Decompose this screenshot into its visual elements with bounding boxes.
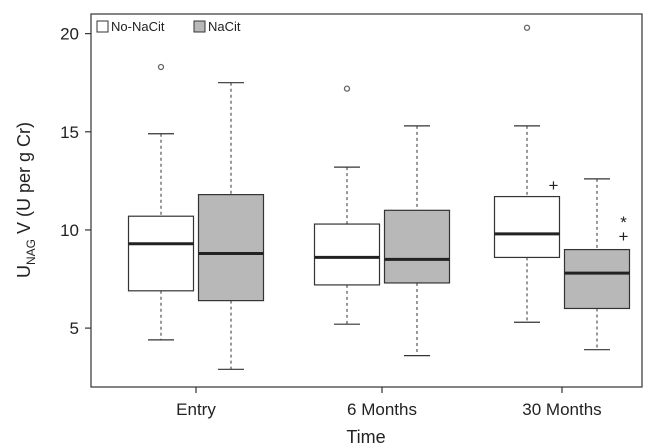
legend-swatch-no-nacit — [96, 20, 109, 33]
y-tick-label-20: 20 — [60, 25, 79, 44]
box-nacit-6-months — [383, 125, 451, 357]
significance-marker-2: + — [619, 227, 629, 246]
iqr-box — [563, 248, 631, 310]
significance-markers: +*+ — [549, 176, 629, 246]
legend-label-no-nacit: No-NaCit — [111, 19, 165, 34]
legend: No-NaCit NaCit — [96, 19, 241, 34]
iqr-box — [493, 195, 561, 259]
outlier-point — [523, 24, 531, 31]
y-axis-title-main: U — [14, 265, 34, 278]
y-axis: 5 10 15 20 — [60, 25, 91, 338]
significance-marker-1: * — [620, 213, 627, 232]
y-axis-title-rest: V (U per g Cr) — [14, 122, 34, 239]
y-axis-title-subscript: NAG — [24, 239, 38, 265]
box-series — [127, 24, 631, 370]
box-no-nacit-entry — [127, 63, 195, 341]
legend-swatch-nacit — [193, 20, 206, 33]
y-tick-label-5: 5 — [70, 319, 79, 338]
y-tick-label-15: 15 — [60, 123, 79, 142]
box-no-nacit-30-months — [493, 24, 561, 323]
box-nacit-entry — [197, 82, 265, 370]
significance-marker-0: + — [549, 176, 559, 195]
y-axis-title: UNAG V (U per g Cr) — [14, 122, 38, 278]
x-tick-label-30-months: 30 Months — [522, 400, 601, 419]
outlier-point — [157, 63, 165, 71]
x-axis: Entry 6 Months 30 Months — [176, 387, 602, 419]
x-axis-title: Time — [346, 427, 385, 447]
plot-frame — [90, 13, 643, 388]
iqr-box — [383, 209, 451, 284]
box-no-nacit-6-months — [313, 85, 381, 325]
outlier-point — [343, 85, 351, 92]
x-tick-label-6-months: 6 Months — [347, 400, 417, 419]
legend-label-nacit: NaCit — [208, 19, 241, 34]
iqr-box — [313, 223, 381, 286]
y-tick-label-10: 10 — [60, 221, 79, 240]
box-nacit-30-months — [563, 178, 631, 351]
iqr-box — [127, 215, 195, 292]
iqr-box — [197, 194, 265, 302]
x-tick-label-entry: Entry — [176, 400, 216, 419]
